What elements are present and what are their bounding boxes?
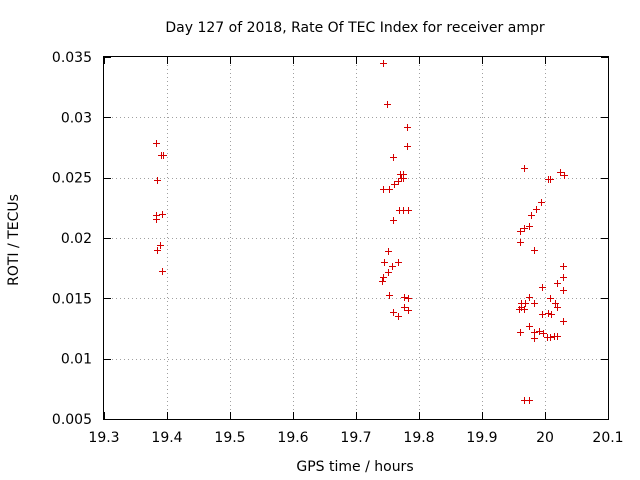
data-point <box>539 284 546 291</box>
y-tick-labels: 0.005 0.01 0.015 0.02 0.025 0.03 0.035 <box>52 50 92 428</box>
data-point <box>386 186 393 193</box>
data-point <box>157 242 164 249</box>
data-point <box>517 239 524 246</box>
x-tick-label: 19.4 <box>151 430 182 446</box>
y-tick-label: 0.005 <box>52 412 92 428</box>
chart-title: Day 127 of 2018, Rate Of TEC Index for r… <box>165 20 544 36</box>
data-point <box>560 287 567 294</box>
data-point <box>531 335 538 342</box>
data-point <box>554 304 561 311</box>
data-point <box>557 169 564 176</box>
data-point <box>554 333 561 340</box>
y-tick-label: 0.035 <box>52 50 92 66</box>
data-point <box>380 60 387 67</box>
data-point <box>528 212 535 219</box>
data-point <box>521 306 528 313</box>
data-point <box>395 313 402 320</box>
data-point <box>390 217 397 224</box>
data-point <box>389 263 396 270</box>
data-point <box>380 186 387 193</box>
data-point <box>552 300 559 307</box>
data-point <box>536 328 543 335</box>
x-tick-label: 19.9 <box>466 430 497 446</box>
data-point <box>526 323 533 330</box>
data-point <box>380 274 387 281</box>
data-point <box>391 181 398 188</box>
data-point <box>404 124 411 131</box>
data-point <box>560 263 567 270</box>
data-point <box>405 207 412 214</box>
data-point <box>517 228 524 235</box>
data-point <box>390 154 397 161</box>
data-point <box>153 140 160 147</box>
data-point <box>405 295 412 302</box>
data-point <box>401 294 408 301</box>
x-tick-label: 19.5 <box>214 430 245 446</box>
data-point <box>521 165 528 172</box>
data-point <box>386 292 393 299</box>
data-point <box>385 248 392 255</box>
x-tick-label: 20 <box>536 430 554 446</box>
data-point <box>379 278 386 285</box>
data-point <box>560 318 567 325</box>
y-tick-label: 0.02 <box>61 231 92 247</box>
data-point <box>526 397 533 404</box>
data-point <box>539 311 546 318</box>
x-tick-label: 19.8 <box>403 430 434 446</box>
data-point <box>404 143 411 150</box>
data-point <box>531 329 538 336</box>
data-point <box>531 300 538 307</box>
data-point <box>531 247 538 254</box>
data-point <box>401 304 408 311</box>
x-tick-label: 20.1 <box>592 430 623 446</box>
data-point <box>160 152 167 159</box>
data-point <box>159 211 166 218</box>
data-point <box>548 311 555 318</box>
data-point <box>547 176 554 183</box>
data-point <box>395 259 402 266</box>
data-point <box>545 310 552 317</box>
data-point <box>395 178 402 185</box>
data-point <box>521 225 528 232</box>
data-point <box>154 177 161 184</box>
data-point <box>522 300 529 307</box>
y-tick-label: 0.025 <box>52 171 92 187</box>
data-point <box>526 294 533 301</box>
x-tick-labels: 19.3 19.4 19.5 19.6 19.7 19.8 19.9 20 20.1 <box>88 430 623 446</box>
data-point <box>153 216 160 223</box>
data-point <box>540 330 547 337</box>
data-point <box>154 247 161 254</box>
x-axis-label: GPS time / hours <box>296 459 413 475</box>
y-tick-label: 0.01 <box>61 352 92 368</box>
data-points <box>153 60 568 404</box>
data-point <box>547 334 554 341</box>
data-point <box>561 172 568 179</box>
x-tick-label: 19.3 <box>88 430 119 446</box>
data-point <box>526 223 533 230</box>
data-point <box>554 280 561 287</box>
y-tick-label: 0.015 <box>52 291 92 307</box>
data-point <box>400 175 407 182</box>
data-point <box>560 274 567 281</box>
data-point <box>385 269 392 276</box>
data-point <box>159 268 166 275</box>
data-point <box>538 199 545 206</box>
data-point <box>533 206 540 213</box>
axis-ticks <box>104 57 609 420</box>
y-tick-label: 0.03 <box>61 110 92 126</box>
data-point <box>547 295 554 302</box>
data-point <box>384 101 391 108</box>
plot-frame <box>103 56 609 420</box>
x-tick-label: 19.6 <box>277 430 308 446</box>
grid-lines <box>104 57 608 419</box>
x-tick-label: 19.7 <box>340 430 371 446</box>
data-point <box>405 307 412 314</box>
data-point <box>381 259 388 266</box>
y-axis-label: ROTI / TECUs <box>6 194 22 286</box>
data-point <box>517 329 524 336</box>
data-point <box>390 309 397 316</box>
